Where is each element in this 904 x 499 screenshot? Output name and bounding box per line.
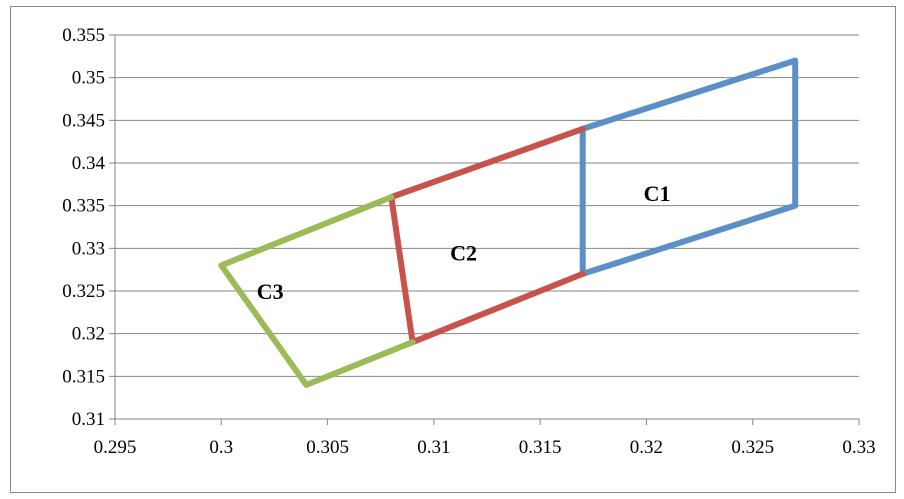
chart-frame: C1 C2 C3 0.31 0.315 0.32 0.325 0.33 0.335 0.34 0.… bbox=[10, 6, 896, 493]
x-tick-label: 0.3 bbox=[209, 437, 233, 458]
x-tick-label: 0.315 bbox=[519, 437, 562, 458]
y-tick-label: 0.33 bbox=[72, 238, 105, 259]
axes bbox=[109, 34, 860, 425]
x-tick-label: 0.295 bbox=[94, 437, 137, 458]
y-tick-labels: 0.31 0.315 0.32 0.325 0.33 0.335 0.34 0.345 0.35… bbox=[62, 25, 105, 430]
series-line-c2 bbox=[388, 125, 586, 346]
region-label-c1: C1 bbox=[644, 181, 671, 206]
y-tick-label: 0.34 bbox=[72, 153, 106, 174]
series-line-c3 bbox=[218, 194, 416, 388]
x-tick-label: 0.325 bbox=[731, 437, 774, 458]
x-tick-label: 0.33 bbox=[842, 437, 875, 458]
y-tick-label: 0.31 bbox=[72, 409, 105, 430]
y-tick-label: 0.335 bbox=[62, 196, 105, 217]
series-lines bbox=[218, 57, 799, 388]
region-labels: C1 C2 C3 bbox=[257, 181, 671, 304]
x-tick-label: 0.32 bbox=[630, 437, 663, 458]
y-tick-label: 0.325 bbox=[62, 281, 105, 302]
y-tick-label: 0.35 bbox=[72, 68, 105, 89]
y-tick-label: 0.315 bbox=[62, 366, 105, 387]
series-line-c1 bbox=[579, 57, 799, 277]
x-tick-label: 0.305 bbox=[306, 437, 349, 458]
region-label-c2: C2 bbox=[450, 241, 477, 266]
region-label-c3: C3 bbox=[257, 279, 284, 304]
y-tick-label: 0.355 bbox=[62, 25, 105, 46]
x-tick-labels: 0.295 0.3 0.305 0.31 0.315 0.32 0.325 0.33 bbox=[94, 437, 876, 458]
y-tick-label: 0.32 bbox=[72, 324, 105, 345]
grid-lines bbox=[115, 34, 859, 377]
y-tick-label: 0.345 bbox=[62, 110, 105, 131]
x-tick-label: 0.31 bbox=[417, 437, 450, 458]
